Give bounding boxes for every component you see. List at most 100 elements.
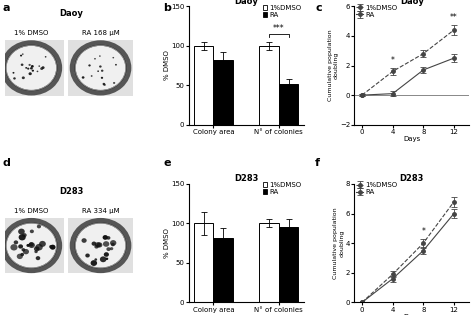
Legend: 1%DMSO, RA: 1%DMSO, RA [262,181,302,196]
Circle shape [49,245,53,249]
Circle shape [102,235,108,240]
Circle shape [37,225,41,228]
Text: a: a [2,3,10,13]
Y-axis label: Cumulative population
doubling: Cumulative population doubling [334,207,344,279]
Text: RA 168 μM: RA 168 μM [82,31,119,37]
Circle shape [18,229,25,234]
Circle shape [36,71,38,72]
Circle shape [27,244,30,247]
Circle shape [104,252,109,257]
Bar [68,218,133,273]
Circle shape [28,242,35,248]
Text: *: * [391,56,394,65]
Text: *: * [421,227,425,236]
Text: e: e [164,158,171,168]
Circle shape [10,244,18,250]
Bar [279,84,298,125]
Circle shape [74,222,127,269]
Circle shape [99,66,101,68]
Circle shape [97,70,99,72]
Circle shape [25,67,27,69]
Circle shape [31,65,34,68]
Circle shape [38,65,40,67]
Circle shape [102,83,105,85]
Circle shape [32,70,34,72]
Circle shape [28,72,32,75]
Title: D283: D283 [234,174,258,183]
Circle shape [115,64,117,66]
Circle shape [20,54,22,56]
Bar [279,227,298,302]
Circle shape [21,64,24,66]
Circle shape [97,242,102,248]
Circle shape [94,58,96,60]
Circle shape [36,244,43,250]
Circle shape [22,54,24,55]
Circle shape [34,246,39,251]
Bar [68,40,133,96]
Circle shape [20,253,24,256]
Circle shape [74,45,127,91]
Circle shape [100,256,107,262]
Text: Daoy: Daoy [59,9,83,18]
Circle shape [111,243,115,246]
Title: Daoy: Daoy [400,0,424,6]
Circle shape [88,64,91,66]
Circle shape [106,236,110,240]
Circle shape [39,241,46,247]
Legend: 1%DMSO, RA: 1%DMSO, RA [262,4,302,18]
Circle shape [23,249,29,254]
Bar [194,223,213,302]
Circle shape [34,250,38,253]
Circle shape [14,240,18,244]
Circle shape [45,56,46,58]
Circle shape [99,55,100,57]
Circle shape [91,260,97,266]
Text: **: ** [450,13,458,22]
Legend: 1%DMSO, RA: 1%DMSO, RA [356,4,398,18]
Circle shape [18,244,23,249]
Circle shape [94,258,97,261]
Circle shape [27,68,29,70]
Circle shape [85,254,90,258]
Circle shape [106,258,108,260]
Circle shape [5,45,57,91]
Circle shape [110,240,116,246]
Legend: 1%DMSO, RA: 1%DMSO, RA [356,181,398,196]
Text: 1% DMSO: 1% DMSO [14,208,48,214]
Circle shape [30,230,34,233]
Circle shape [113,82,115,84]
Text: 1% DMSO: 1% DMSO [14,31,48,37]
Circle shape [5,222,57,269]
Circle shape [103,241,109,247]
Circle shape [95,242,101,248]
Circle shape [17,254,23,259]
Circle shape [91,75,92,77]
Circle shape [106,247,110,251]
Bar [0,218,64,273]
Circle shape [101,70,103,72]
X-axis label: Days: Days [403,136,420,142]
Text: D283: D283 [59,187,83,196]
Text: b: b [164,3,172,13]
Bar [259,46,279,125]
Y-axis label: % DMSO: % DMSO [164,51,170,80]
Text: f: f [315,158,320,168]
Y-axis label: % DMSO: % DMSO [164,228,170,258]
Text: RA 334 μM: RA 334 μM [82,208,119,214]
Circle shape [30,67,33,70]
Circle shape [82,76,84,79]
Circle shape [103,84,106,86]
Circle shape [22,233,27,237]
Text: d: d [2,158,10,168]
Text: ***: *** [273,24,284,33]
Circle shape [22,77,25,79]
Circle shape [101,77,103,79]
Title: D283: D283 [400,174,424,183]
Bar [213,238,233,302]
Circle shape [50,245,55,250]
Bar [213,60,233,125]
Circle shape [112,57,114,58]
Bar [259,223,279,302]
Circle shape [110,247,113,250]
